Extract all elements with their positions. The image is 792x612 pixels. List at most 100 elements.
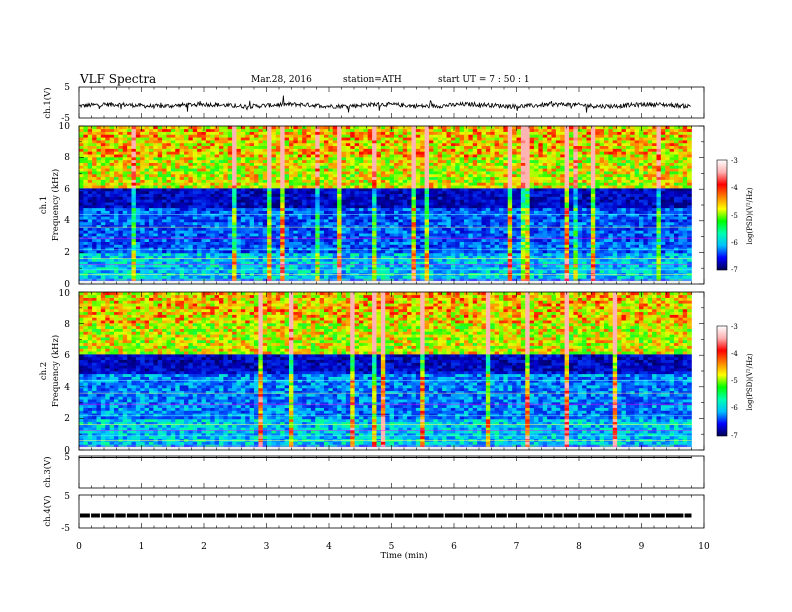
spectrogram-cell <box>429 176 434 180</box>
spectrogram-cell <box>280 244 285 248</box>
spectrogram-cell <box>302 131 307 135</box>
spectrogram-cell <box>398 230 404 234</box>
spectrogram-cell <box>153 202 159 206</box>
spectrogram-cell <box>420 140 425 144</box>
spectrogram-cell <box>175 244 180 248</box>
spectrogram-cell <box>337 238 342 242</box>
spectrogram-cell <box>144 176 150 180</box>
spectrogram-cell <box>394 233 399 237</box>
spectrogram-cell <box>363 131 369 135</box>
spectrogram-cell <box>267 154 272 158</box>
spectrogram-cell <box>219 128 224 132</box>
spectrogram-cell <box>162 269 167 274</box>
spectrogram-cell <box>166 230 172 234</box>
spectrogram-cell <box>398 202 404 206</box>
spectrogram-cell <box>350 269 355 274</box>
spectrogram-cell <box>262 275 268 279</box>
spectrogram-cell <box>210 210 215 214</box>
spectrogram-cell <box>293 126 299 130</box>
spectrogram-cell <box>341 227 347 231</box>
spectrogram-cell <box>197 168 202 172</box>
spectrogram-cell <box>385 165 390 169</box>
spectrogram-cell <box>188 126 194 130</box>
spectrogram-cell <box>306 269 312 274</box>
spectrogram-cell <box>109 252 115 257</box>
spectrogram-cell <box>127 269 132 274</box>
spectrogram-cell <box>83 202 89 206</box>
spectrogram-cell <box>442 151 447 155</box>
spectrogram-cell <box>223 267 229 271</box>
spectrogram-cell <box>315 131 320 135</box>
spectrogram-cell <box>188 255 194 259</box>
spectrogram-cell <box>79 241 84 245</box>
spectrogram-cell <box>398 185 404 189</box>
spectrogram-cell <box>210 207 215 211</box>
spectrogram-cell <box>289 224 294 228</box>
spectrogram-cell <box>100 264 106 268</box>
spectrogram-cell <box>262 137 268 141</box>
spectrogram-cell <box>389 233 395 237</box>
spectrogram-cell <box>109 137 115 141</box>
spectrogram-cell <box>170 221 176 226</box>
spectrogram-cell <box>144 145 150 149</box>
spectrogram-cell <box>92 137 97 141</box>
spectrogram-cell <box>433 165 439 169</box>
spectrogram-cell <box>170 250 176 254</box>
ch1-waveform-panel: 5 -5 ch.1(V) <box>42 83 705 124</box>
spectrogram-cell <box>170 269 176 274</box>
spectrogram-cell <box>359 151 364 155</box>
spectrogram-cell <box>363 252 369 257</box>
spectrogram-cell <box>450 199 456 203</box>
spectrogram-cell <box>170 261 176 265</box>
spectrogram-cell <box>271 142 277 147</box>
spectrogram-cell <box>162 185 167 189</box>
spectrogram-cell <box>306 227 312 231</box>
spectrogram-cell <box>297 236 303 240</box>
spectrogram-cell <box>214 210 220 214</box>
spectrogram-cell <box>162 205 167 209</box>
spectrogram-cell <box>337 255 342 259</box>
spectrogram-cell <box>302 207 307 211</box>
spectrogram-cell <box>192 196 198 200</box>
spectrogram-cell <box>424 224 430 228</box>
spectrogram-cell <box>245 199 250 203</box>
spectrogram-cell <box>284 188 290 192</box>
spectrogram-cell <box>118 233 124 237</box>
spectrogram-cell <box>324 145 329 149</box>
spectrogram-cell <box>118 227 124 231</box>
spectrogram-cell <box>232 196 237 200</box>
spectrogram-cell <box>302 247 307 251</box>
spectrogram-cell <box>328 202 334 206</box>
spectrogram-cell <box>424 250 430 254</box>
spectrogram-cell <box>275 193 281 197</box>
spectrogram-cell <box>328 230 334 234</box>
spectrogram-cell <box>122 128 128 132</box>
spectrogram-cell <box>197 269 202 274</box>
spectrogram-cell <box>354 264 360 268</box>
spectrogram-cell <box>162 219 167 223</box>
spectrogram-cell <box>310 173 316 178</box>
spectrogram-cell <box>192 238 198 242</box>
spectrogram-cell <box>149 188 154 192</box>
spectrogram-cell <box>87 193 93 197</box>
spectrogram-cell <box>433 250 439 254</box>
spectrogram-cell <box>450 179 456 183</box>
spectrogram-cell <box>232 238 237 242</box>
spectrogram-cell <box>127 165 132 169</box>
spectrogram-cell <box>293 252 299 257</box>
spectrogram-cell <box>184 210 189 214</box>
spectrogram-cell <box>319 202 325 206</box>
spectrogram-cell <box>240 224 246 228</box>
spectrogram-cell <box>297 126 303 130</box>
spectrogram-cell <box>437 134 443 138</box>
spectrogram-cell <box>324 168 329 172</box>
spectrogram-cell <box>345 269 351 274</box>
ch1-waveform-line <box>79 95 691 113</box>
spectrogram-cell <box>280 140 285 144</box>
spectrogram-cell <box>197 236 202 240</box>
spectrogram-cell <box>280 137 285 141</box>
spectrogram-cell <box>306 216 312 220</box>
spectrogram-cell <box>394 157 399 161</box>
spectrogram-cell <box>114 140 119 144</box>
spectrogram-cell <box>345 238 351 242</box>
